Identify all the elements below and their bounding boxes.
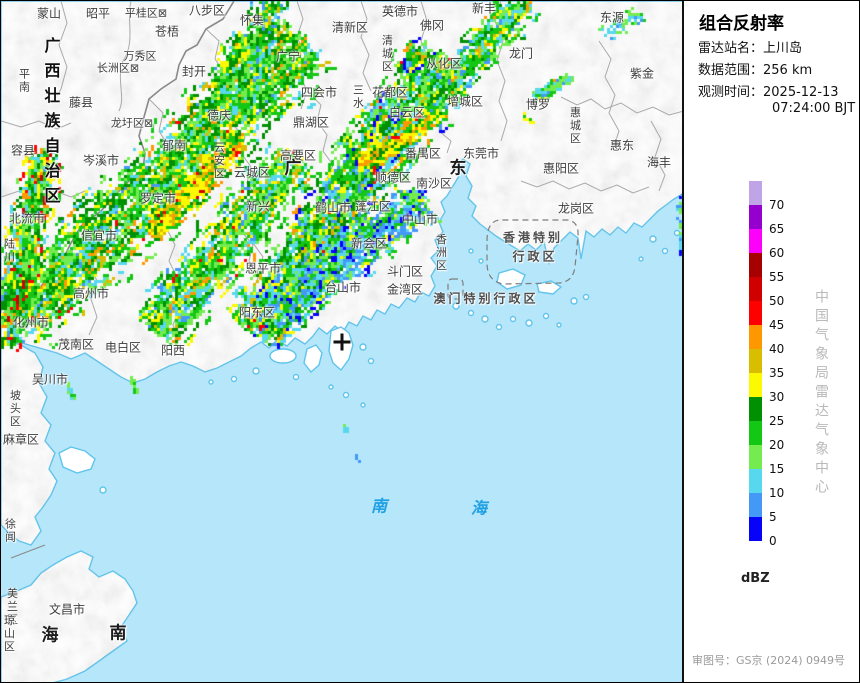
legend-tick: 10 — [769, 486, 785, 500]
legend-tick: 30 — [769, 390, 785, 404]
legend-color-cell — [749, 493, 762, 517]
legend-color-cell — [749, 349, 762, 373]
range-value: 256 km — [763, 63, 813, 78]
station-value: 上川岛 — [763, 41, 803, 56]
range-row: 数据范围：256 km — [698, 59, 812, 78]
legend-tick: 5 — [769, 510, 777, 524]
legend-tick: 25 — [769, 414, 785, 428]
legend-tick: 70 — [769, 198, 785, 212]
legend-color-cell — [749, 445, 762, 469]
obstime-row: 观测时间：2025-12-13 — [698, 81, 839, 100]
legend-color-cell — [749, 253, 762, 277]
legend-color-cell — [749, 301, 762, 325]
legend-unit: dBZ — [741, 571, 770, 586]
legend-tick: 15 — [769, 462, 785, 476]
legend-tick: 50 — [769, 294, 785, 308]
legend-color-cell — [749, 325, 762, 349]
legend-color-cell — [749, 397, 762, 421]
legend-color-cell — [749, 421, 762, 445]
legend-tick: 35 — [769, 366, 785, 380]
legend-color-cell — [749, 517, 762, 541]
station-label: 雷达站名： — [698, 41, 764, 56]
obstime-label: 观测时间： — [698, 85, 764, 100]
legend-color-cell — [749, 229, 762, 253]
legend-color-cell — [749, 469, 762, 493]
legend-color-cell — [749, 181, 762, 205]
legend-color-cell — [749, 373, 762, 397]
legend-tick: 0 — [769, 534, 777, 548]
radar-map: 蒙山 昭平 平桂区⊠ 八步区 苍梧 万秀区 长洲区⊠ 封开 平南 藤县 龙圩区⊠ 德庆 容县 岑溪市 怀集广… — [1, 1, 684, 682]
legend-tick: 45 — [769, 318, 785, 332]
legend-color-cell — [749, 277, 762, 301]
obstime-date: 2025-12-13 — [763, 85, 839, 100]
legend-tick: 60 — [769, 246, 785, 260]
info-panel: 组合反射率 雷达站名：上川岛 数据范围：256 km 观测时间：2025-12-… — [684, 1, 859, 682]
legend-tick: 40 — [769, 342, 785, 356]
station-row: 雷达站名：上川岛 — [698, 37, 802, 56]
product-title: 组合反射率 — [699, 14, 784, 34]
map-approval-number: 审图号：GS京 (2024) 0949号 — [691, 654, 846, 667]
legend-tick: 20 — [769, 438, 785, 452]
legend-color-cell — [749, 205, 762, 229]
legend-tick: 55 — [769, 270, 785, 284]
obstime-time: 07:24:00 BJT — [772, 101, 856, 116]
legend-tick: 65 — [769, 222, 785, 236]
range-label: 数据范围： — [698, 63, 764, 78]
cma-watermark: 中国气象局雷达气象中心 — [813, 289, 829, 498]
radar-echo-layer — [1, 1, 682, 682]
